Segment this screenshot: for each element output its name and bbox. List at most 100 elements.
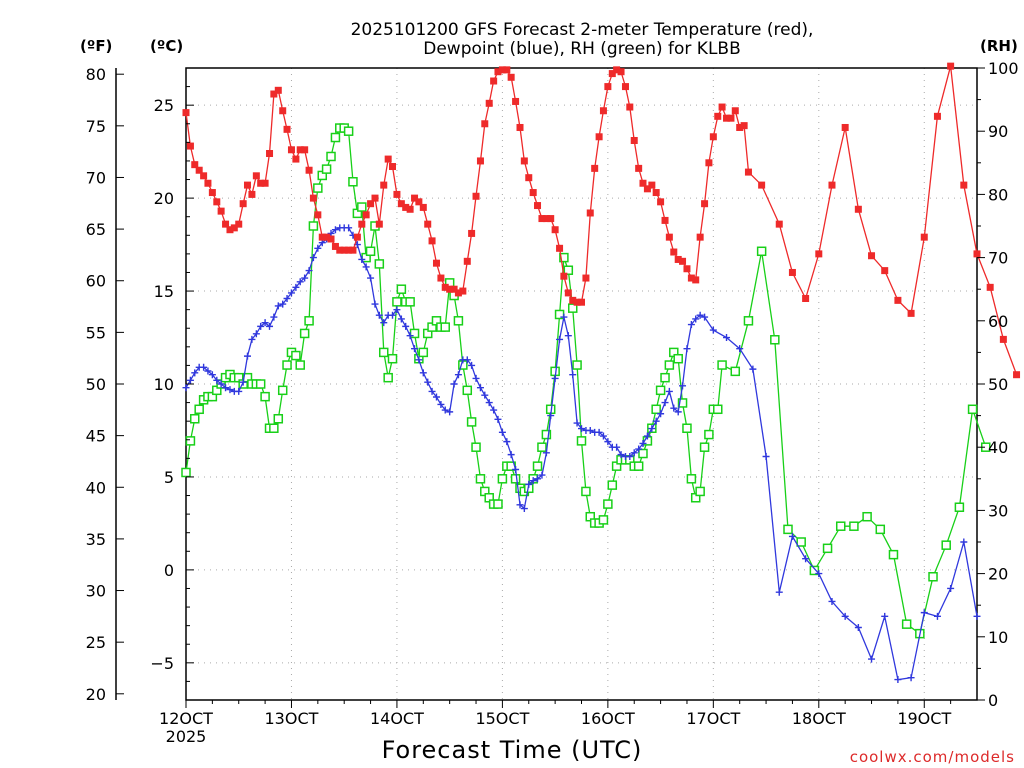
data-point [591, 164, 599, 172]
data-point [572, 360, 582, 370]
data-point [475, 474, 486, 484]
data-point [415, 356, 423, 364]
celsius-unit-label: (ºC) [150, 37, 183, 55]
data-point [406, 205, 414, 213]
data-point [920, 609, 928, 617]
data-point [371, 194, 379, 202]
data-point [762, 452, 770, 460]
data-point [854, 624, 862, 632]
data-point [986, 283, 994, 291]
data-point [230, 224, 238, 232]
data-point [718, 103, 726, 111]
data-point [367, 200, 375, 208]
data-point [595, 133, 603, 141]
data-point [828, 597, 836, 605]
rh-tick-label: 60 [988, 312, 1008, 331]
data-point [313, 183, 323, 193]
data-point [248, 335, 256, 343]
data-point [928, 572, 938, 582]
data-point [374, 259, 385, 269]
data-point [901, 619, 912, 629]
data-point [485, 399, 493, 407]
data-point [437, 274, 445, 282]
data-point [371, 300, 379, 308]
data-point [453, 316, 464, 326]
data-point [559, 252, 569, 263]
data-point [194, 404, 204, 415]
data-point [639, 439, 647, 447]
dewpoint-series [182, 224, 981, 684]
data-point [538, 215, 546, 223]
data-point [686, 474, 697, 484]
data-point [796, 537, 806, 547]
data-point [411, 345, 419, 353]
data-point [217, 207, 225, 215]
source-credit: coolwx.com/models [850, 748, 1015, 766]
data-point [318, 233, 326, 241]
data-point [402, 322, 410, 330]
data-point [402, 203, 410, 211]
data-point [660, 372, 670, 383]
data-point [191, 161, 199, 169]
data-point [617, 68, 625, 76]
data-point [321, 164, 332, 174]
data-point [375, 311, 383, 319]
data-point [603, 499, 613, 509]
data-point [255, 379, 266, 389]
data-point [770, 335, 780, 345]
data-point [450, 285, 458, 293]
data-point [450, 380, 458, 388]
data-point [551, 374, 559, 382]
data-point [512, 466, 520, 474]
data-point [295, 360, 305, 370]
data-point [713, 404, 723, 415]
data-point [626, 452, 634, 460]
data-point [468, 229, 476, 237]
data-point [396, 284, 407, 294]
data-point [292, 283, 300, 291]
data-point [419, 203, 427, 211]
data-point [510, 474, 521, 484]
data-point [305, 267, 313, 275]
data-point [330, 132, 341, 143]
data-point [907, 309, 915, 317]
fahrenheit-tick-label: 70 [86, 168, 106, 187]
data-point [705, 159, 713, 167]
data-point [358, 220, 366, 228]
data-point [463, 356, 471, 364]
data-point [758, 181, 766, 189]
data-point [476, 157, 484, 165]
data-point [652, 189, 660, 197]
data-point [723, 114, 731, 122]
data-point [683, 345, 691, 353]
data-point [309, 254, 317, 262]
x-tick-label: 19OCT [897, 709, 951, 728]
data-point [463, 257, 471, 265]
data-point [534, 475, 542, 483]
data-point [222, 220, 230, 228]
data-point [731, 107, 739, 115]
data-point [736, 345, 744, 353]
data-point [266, 150, 274, 158]
data-point [529, 477, 537, 485]
data-point [723, 334, 731, 342]
data-point [274, 302, 282, 310]
data-point [888, 549, 899, 560]
data-point [567, 303, 578, 313]
data-point [476, 384, 484, 392]
data-point [534, 202, 542, 210]
data-point [670, 248, 678, 256]
data-point [933, 612, 941, 620]
data-point [362, 263, 370, 271]
data-point [674, 255, 682, 263]
data-point [331, 226, 339, 234]
rh-tick-label: 0 [988, 691, 998, 710]
data-point [441, 283, 449, 291]
data-point [257, 322, 265, 330]
data-point [200, 363, 208, 371]
celsius-tick-label: 0 [164, 561, 174, 580]
data-point [497, 474, 508, 484]
data-point [841, 612, 849, 620]
celsius-tick-label: 25 [154, 96, 174, 115]
data-point [696, 233, 704, 241]
